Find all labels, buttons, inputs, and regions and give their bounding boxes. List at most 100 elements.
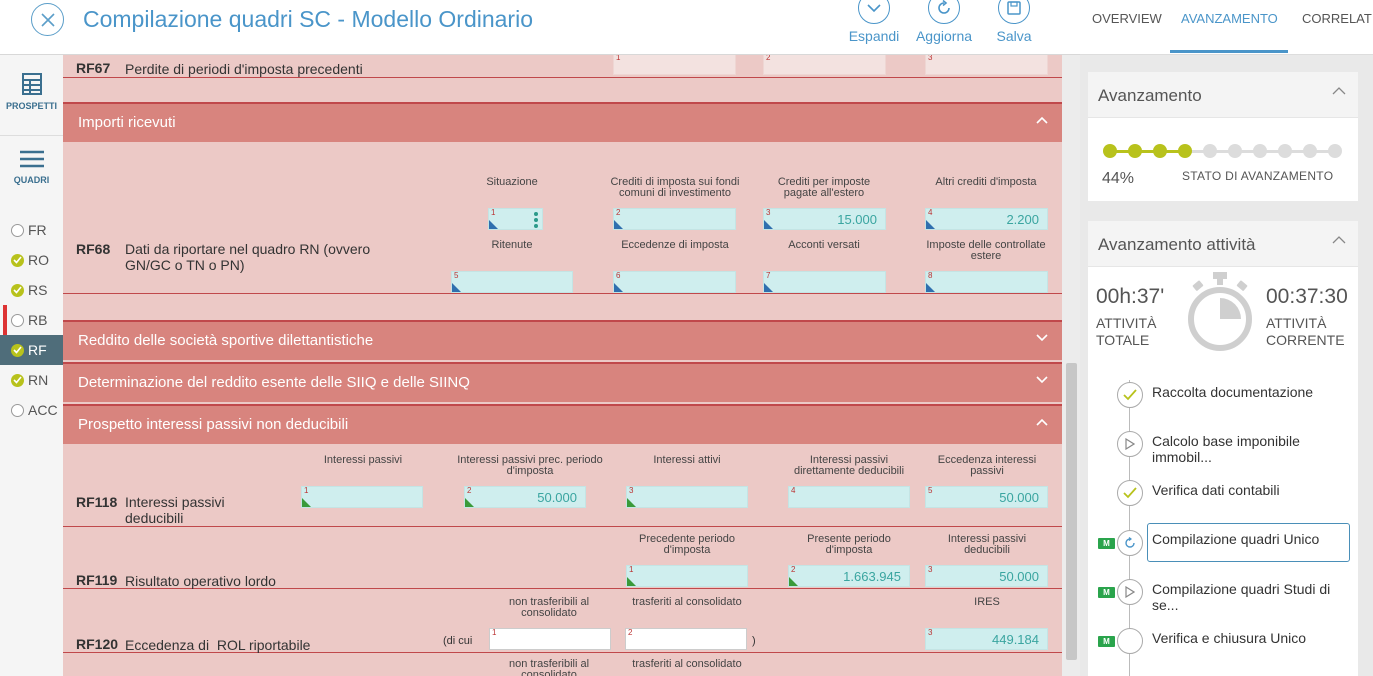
field-number: 1 [629,565,634,574]
rf120-field-3[interactable]: 3 449.184 [925,628,1048,650]
rf118-field-4[interactable]: 4 [788,486,910,508]
tab-overview[interactable]: OVERVIEW [1092,11,1162,26]
field-number: 3 [928,565,933,574]
rf67-field-3[interactable]: 3 [925,55,1048,75]
rf120-field-2[interactable]: 2 [625,628,747,650]
error-marker [3,305,7,335]
check-icon[interactable] [1117,480,1143,506]
field-label: non trasferibili al consolidato [508,658,590,676]
chevron-up-icon[interactable] [1332,86,1346,95]
prospetti-tool[interactable]: PROSPETTI [0,73,63,111]
progress-title: Avanzamento [1098,86,1202,105]
nav-item-acc[interactable]: ACC [0,395,63,425]
rf120-field-1[interactable]: 1 [489,628,611,650]
right-panel: OVERVIEW AVANZAMENTO CORRELATI Avanzamen… [1080,0,1373,676]
nav-item-rf[interactable]: RF [0,335,63,365]
timeline-step-label[interactable]: Verifica dati contabili [1152,482,1280,498]
close-button[interactable] [31,3,64,36]
rf118-field-5[interactable]: 5 50.000 [925,486,1048,508]
rf68-field-6[interactable]: 6 [613,271,736,293]
nav-item-label: RS [28,282,48,298]
rf118-field-2[interactable]: 2 50.000 [464,486,586,508]
rf68-field-4[interactable]: 4 2.200 [925,208,1048,230]
nav-item-label: ACC [28,402,58,418]
expand-button[interactable]: Espandi [839,0,909,44]
nav-item-rs[interactable]: RS [0,275,63,305]
progress-step-dot [1228,144,1242,158]
check-icon [11,343,24,357]
quadri-tool[interactable]: QUADRI [0,149,63,185]
rf68-field-2[interactable]: 2 [613,208,736,230]
empty-circle-icon[interactable] [1117,628,1143,654]
play-icon[interactable] [1117,579,1143,605]
section-title: Determinazione del reddito esente delle … [78,374,470,391]
empty-circle-icon [11,223,24,237]
nav-item-label: RN [28,372,49,388]
progress-step-dot [1278,144,1292,158]
progress-status-label: STATO DI AVANZAMENTO [1182,169,1334,183]
check-icon[interactable] [1117,382,1143,408]
progress-percent: 44% [1102,170,1135,187]
rf118-field-3[interactable]: 3 [626,486,748,508]
field-label: Eccedenze di imposta [621,239,729,251]
rf119-field-3[interactable]: 3 50.000 [925,565,1048,587]
row-rf67: RF67 Perdite di periodi d'imposta preced… [63,55,1062,78]
check-icon [11,253,24,267]
section-siiq[interactable]: Determinazione del reddito esente delle … [63,362,1062,402]
chevron-up-icon[interactable] [1332,235,1346,244]
timeline-step-label[interactable]: Compilazione quadri Studi di se... [1152,581,1331,613]
section-importi-ricevuti[interactable]: Importi ricevuti [63,102,1062,142]
rf68-field-1[interactable]: 1 [488,208,543,230]
nav-item-ro[interactable]: RO [0,245,63,275]
nav-item-label: RF [28,342,47,358]
field-number: 4 [791,486,796,495]
nav-item-rn[interactable]: RN [0,365,63,395]
tab-correlati[interactable]: CORRELATI [1302,11,1373,26]
activity-card-header[interactable]: Avanzamento attività [1088,221,1358,267]
current-step-highlight[interactable] [1147,523,1350,562]
timeline-step-label[interactable]: Raccolta documentazione [1152,384,1314,400]
progress-card-header[interactable]: Avanzamento [1088,72,1358,118]
field-number: 8 [928,271,933,280]
field-number: 5 [454,271,459,280]
sync-icon[interactable] [1117,530,1143,556]
nav-item-rb[interactable]: RB [0,305,63,335]
more-icon[interactable] [534,212,538,228]
rf67-field-2[interactable]: 2 [763,55,886,75]
dicui-label: (di cui [443,635,473,647]
scrollbar-thumb[interactable] [1066,363,1077,660]
timeline-step-label[interactable]: Compilazione quadri Unico [1152,531,1320,547]
quadri-label: QUADRI [13,175,50,185]
save-button[interactable]: Salva [979,0,1049,44]
rf119-field-1[interactable]: 1 [626,565,748,587]
rf68-field-3[interactable]: 3 15.000 [763,208,886,230]
current-time-label: ATTIVITÀ CORRENTE [1266,315,1345,348]
tab-avanzamento[interactable]: AVANZAMENTO [1181,11,1278,26]
refresh-button[interactable]: Aggiorna [909,0,979,44]
timeline-step-label[interactable]: Verifica e chiusura Unico [1152,630,1307,646]
section-societa-sportive[interactable]: Reddito delle società sportive dilettant… [63,320,1062,360]
play-icon[interactable] [1117,431,1143,457]
rf67-field-1[interactable]: 1 [613,55,736,75]
field-value: 1.663.945 [843,569,901,584]
section-title: Reddito delle società sportive dilettant… [78,332,374,349]
progress-connector [1160,150,1185,153]
rf68-field-5[interactable]: 5 [451,271,573,293]
timeline-step-label[interactable]: Calcolo base imponibile immobil... [1152,433,1300,465]
row-code: RF118 [76,494,118,510]
field-label: Interessi attivi [653,454,721,466]
rf68-field-8[interactable]: 8 [925,271,1048,293]
close-paren: ) [752,635,756,647]
field-label: Crediti per imposte pagate all'estero [777,176,871,199]
manual-badge-icon: M [1098,538,1115,549]
field-label: Interessi passivi [323,454,403,466]
row-desc: Risultato operativo lordo [125,573,276,589]
nav-item-fr[interactable]: FR [0,215,63,245]
rf68-field-7[interactable]: 7 [763,271,886,293]
rf118-field-1[interactable]: 1 [301,486,423,508]
field-number: 2 [628,628,633,637]
tab-underline [1170,50,1288,53]
prospetti-label: PROSPETTI [5,101,57,111]
section-interessi-passivi[interactable]: Prospetto interessi passivi non deducibi… [63,404,1062,444]
rf119-field-2[interactable]: 2 1.663.945 [788,565,910,587]
